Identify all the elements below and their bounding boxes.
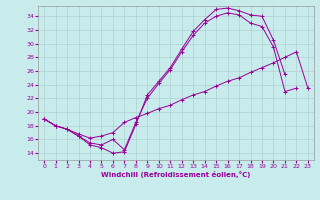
X-axis label: Windchill (Refroidissement éolien,°C): Windchill (Refroidissement éolien,°C) bbox=[101, 171, 251, 178]
